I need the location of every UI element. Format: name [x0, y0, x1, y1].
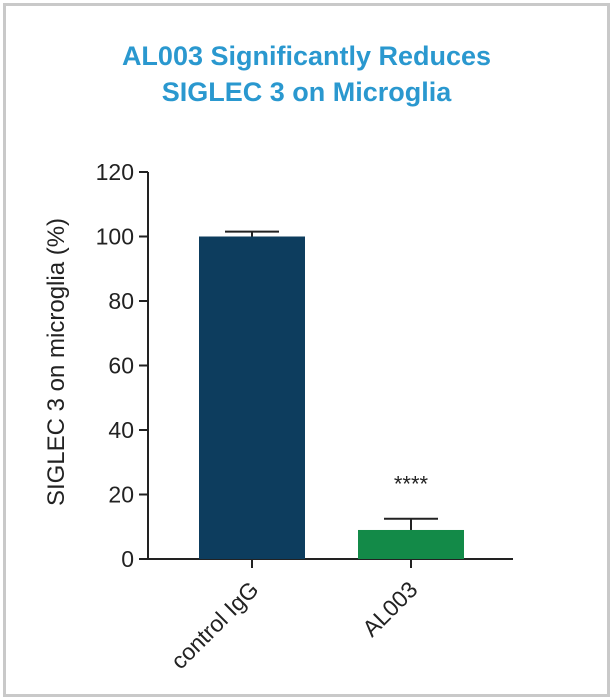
bar-1 [358, 529, 464, 559]
y-tick-label-4: 80 [108, 288, 134, 314]
x-tick-label-0: control IgG [166, 576, 264, 674]
significance-label-0: **** [394, 472, 429, 497]
chart-title-line-1: AL003 Significantly Reduces [121, 41, 492, 71]
y-axis-label: SIGLEC 3 on microglia (%) [43, 218, 70, 506]
y-tick-label-1: 20 [108, 482, 134, 508]
y-tick-label-2: 40 [108, 417, 134, 443]
chart-title: AL003 Significantly Reduces SIGLEC 3 on … [0, 38, 613, 110]
bar-0 [199, 236, 305, 559]
y-tick-label-6: 120 [96, 159, 134, 185]
y-tick-label-0: 0 [121, 546, 134, 572]
plot-area: SIGLEC 3 on microglia (%) 0 20 40 60 80 100 12… [43, 159, 513, 674]
y-tick-label-3: 60 [108, 353, 134, 379]
chart-title-line-2: SIGLEC 3 on Microglia [161, 77, 452, 107]
y-tick-label-5: 100 [96, 224, 134, 250]
x-tick-label-1: AL003 [357, 576, 422, 641]
chart-frame [3, 3, 610, 697]
